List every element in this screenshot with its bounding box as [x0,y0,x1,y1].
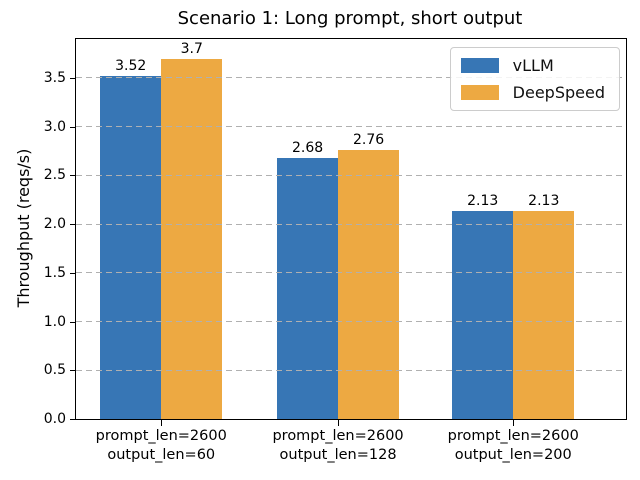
y-tick-mark [70,370,75,372]
x-tick-label: prompt_len=2600 output_len=60 [96,427,227,465]
y-tick-mark [70,77,75,79]
x-tick-line: prompt_len=2600 [447,428,579,444]
y-tick-label: 3.0 [43,118,66,135]
x-tick-mark [338,420,340,426]
y-tick-mark [70,224,75,226]
bar-value-label: 2.68 [291,139,324,156]
bar-vllm [100,76,162,419]
legend-swatch-deepspeed [460,85,499,100]
bar-vllm [277,157,339,419]
bar-deepspeed [161,58,223,419]
x-tick-line: output_len=200 [454,446,572,463]
bar-value-label: 3.52 [115,58,147,75]
bar-vllm [452,211,514,419]
chart-title: Scenario 1: Long prompt, short output [177,8,523,29]
y-tick-mark [70,175,75,177]
x-tick-mark [513,420,515,426]
legend-label-deepspeed: DeepSpeed [512,83,605,102]
y-tick-mark [70,419,75,420]
legend: vLLM DeepSpeed [449,47,620,111]
legend-label-vllm: vLLM [512,56,554,75]
y-tick-mark [70,126,75,128]
x-tick-label: prompt_len=2600 output_len=128 [272,427,403,465]
bar-deepspeed [338,150,400,419]
bar-value-label: 3.7 [180,40,203,57]
y-tick-label: 0.0 [43,411,66,427]
y-tick-label: 1.5 [43,264,66,281]
legend-item-deepspeed: DeepSpeed [460,83,605,102]
y-tick-mark [70,321,75,323]
y-tick-label: 0.5 [43,362,66,379]
x-tick-line: prompt_len=2600 [272,428,404,444]
x-tick-line: prompt_len=2600 [95,428,227,444]
x-tick-label: prompt_len=2600 output_len=200 [448,427,579,465]
plot-area: vLLM DeepSpeed 0.0 0.5 1.0 1.5 2.0 2.5 3.0 3.5 3… [44,38,627,463]
bar-deepspeed [513,211,575,419]
bar-value-label: 2.13 [467,193,499,210]
y-tick-label: 3.5 [43,69,66,86]
y-tick-label: 2.5 [43,167,66,184]
bar-value-label: 2.76 [353,132,385,149]
x-tick-line: output_len=128 [279,446,397,463]
x-tick-line: output_len=60 [107,446,216,463]
y-tick-mark [70,272,75,274]
y-tick-label: 1.0 [43,313,66,330]
legend-item-vllm: vLLM [460,56,605,75]
y-tick-label: 2.0 [43,216,66,233]
legend-swatch-vllm [460,58,499,73]
x-tick-mark [161,420,163,426]
bar-value-label: 2.13 [528,193,560,210]
